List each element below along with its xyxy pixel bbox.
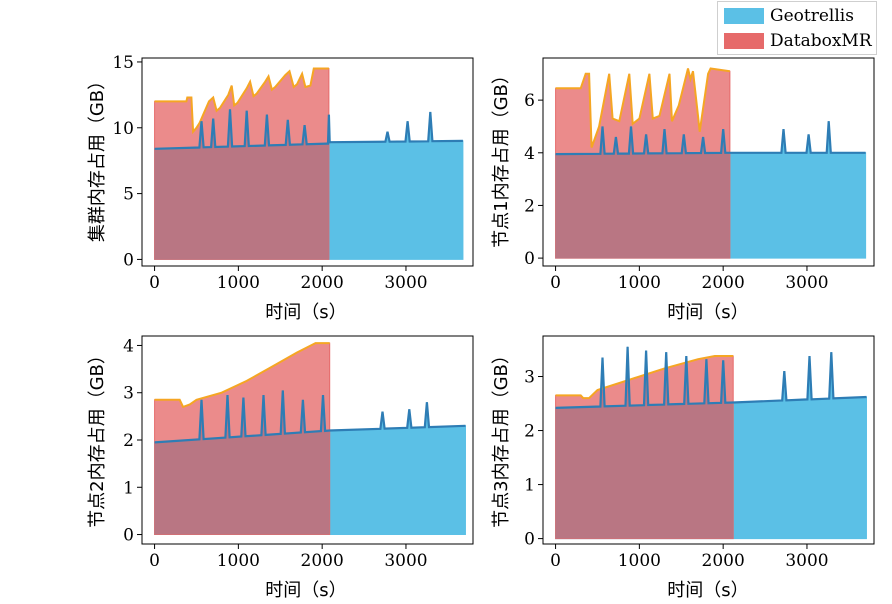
plot-frame [141, 57, 474, 267]
x-tick-label: 3000 [785, 551, 828, 571]
geotrellis-line [154, 109, 463, 150]
panel-2-xlabel: 时间（s） [667, 302, 749, 323]
y-tick-label: 0 [524, 530, 535, 550]
panel-1-xlabel: 时间（s） [265, 302, 347, 323]
x-tick-label: 2000 [301, 273, 344, 293]
legend-item-databoxmr: DataboxMR [724, 30, 872, 52]
x-tick-label: 1000 [217, 551, 260, 571]
x-tick-label: 0 [550, 273, 561, 293]
legend-swatch-databoxmr [724, 33, 764, 49]
chart-panel-3: 0 1000 2000 3000 0 1 2 3 4 [123, 335, 474, 571]
y-tick-label: 6 [524, 91, 535, 111]
y-tick-label: 4 [123, 336, 134, 356]
plot-frame [542, 57, 875, 267]
legend-item-geotrellis: Geotrellis [724, 5, 854, 27]
x-tick-label: 3000 [785, 273, 828, 293]
panel-4-ylabel: 节点3内存占用（GB） [491, 346, 512, 528]
legend: Geotrellis DataboxMR [717, 1, 877, 55]
chart-panel-4: 0 1000 2000 3000 0 1 2 3 [524, 335, 875, 571]
x-tick-label: 3000 [384, 551, 427, 571]
overlap-area [154, 109, 329, 260]
x-tick-label: 2000 [702, 551, 745, 571]
x-tick-label: 2000 [702, 273, 745, 293]
x-tick-label: 1000 [217, 273, 260, 293]
panel-4-xlabel: 时间（s） [667, 580, 749, 601]
y-tick-label: 0 [123, 526, 134, 546]
databoxmr-line [154, 67, 329, 135]
y-tick-label: 0 [524, 249, 535, 269]
y-tick-label: 1 [123, 478, 134, 498]
overlap-area [154, 390, 330, 535]
panel-3-xlabel: 时间（s） [265, 580, 347, 601]
overlap-area [555, 126, 730, 259]
y-tick-label: 3 [524, 368, 535, 388]
y-tick-label: 2 [123, 431, 134, 451]
x-tick-label: 3000 [384, 273, 427, 293]
geotrellis-line [555, 346, 867, 409]
y-tick-label: 2 [524, 196, 535, 216]
legend-label-databoxmr: DataboxMR [770, 31, 872, 51]
legend-label-geotrellis: Geotrellis [770, 6, 854, 26]
panel-2-ylabel: 节点1内存占用（GB） [491, 66, 512, 248]
x-tick-label: 2000 [301, 551, 344, 571]
y-tick-label: 0 [123, 250, 134, 270]
x-tick-label: 0 [550, 551, 561, 571]
panel-3-ylabel: 节点2内存占用（GB） [87, 346, 108, 528]
databoxmr-line [555, 67, 731, 148]
geotrellis-line [154, 390, 466, 444]
y-tick-label: 15 [112, 53, 134, 73]
chart-panel-1: 0 1000 2000 3000 0 5 10 15 [112, 53, 474, 293]
y-tick-label: 10 [112, 119, 134, 139]
panel-1-ylabel: 集群内存占用（GB） [87, 71, 108, 243]
databoxmr-line [154, 342, 330, 409]
y-tick-label: 2 [524, 422, 535, 442]
plot-frame [542, 335, 875, 545]
y-tick-label: 5 [123, 185, 134, 205]
chart-panel-2: 0 1000 2000 3000 0 2 4 6 [524, 57, 875, 293]
y-tick-label: 1 [524, 476, 535, 496]
x-tick-label: 1000 [618, 273, 661, 293]
geotrellis-line [555, 121, 866, 156]
databoxmr-line [555, 355, 734, 400]
y-tick-label: 4 [524, 144, 535, 164]
legend-swatch-geotrellis [724, 8, 764, 24]
x-tick-label: 1000 [618, 551, 661, 571]
x-tick-label: 0 [149, 551, 160, 571]
y-tick-label: 3 [123, 384, 134, 404]
x-tick-label: 0 [149, 273, 160, 293]
